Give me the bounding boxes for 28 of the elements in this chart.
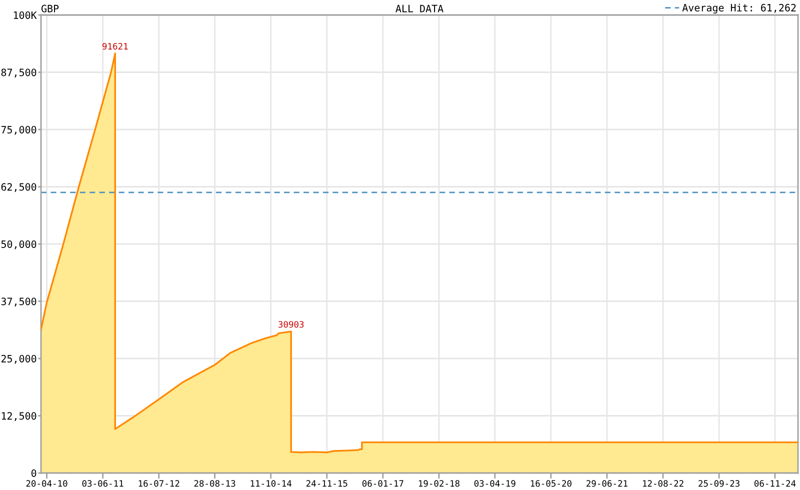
chart-subtitle: ALL DATA — [396, 4, 444, 12]
y-tick-label: 12,500 — [2, 412, 36, 421]
x-tick-label: 11-10-14 — [250, 480, 292, 487]
x-tick-label: 20-04-10 — [26, 480, 68, 487]
chart-title: GBP — [42, 4, 59, 12]
y-tick-label: 37,500 — [1, 298, 36, 306]
x-tick-label: 28-08-13 — [194, 480, 236, 487]
x-tick-label: 03-06-11 — [82, 480, 124, 487]
y-tick-label: 100K — [14, 11, 37, 19]
y-tick-label: 25,000 — [1, 354, 36, 364]
y-tick-label: 0 — [31, 469, 36, 477]
x-tick-label: 16-07-12 — [138, 480, 180, 487]
x-tick-label: 12-08-22 — [642, 480, 684, 487]
legend-label: Average Hit: 61,262 — [682, 4, 796, 14]
annotation: 30903 — [278, 321, 304, 328]
x-tick-label: 06-11-24 — [754, 480, 796, 487]
x-tick-label: 06-01-17 — [362, 480, 404, 487]
x-tick-label: 25-09-23 — [698, 480, 740, 487]
x-tick-label: 03-04-19 — [474, 480, 516, 487]
x-tick-label: 29-06-21 — [586, 480, 628, 487]
x-tick-label: 24-11-15 — [306, 480, 348, 487]
y-tick-label: 50,000 — [1, 240, 36, 250]
x-tick-label: 19-02-18 — [418, 480, 460, 487]
y-tick-label: 62,500 — [1, 183, 36, 192]
x-tick-label: 16-05-20 — [530, 480, 572, 487]
y-tick-label: 87,500 — [1, 68, 36, 78]
y-tick-label: 75,000 — [1, 126, 36, 135]
annotation: 91621 — [102, 42, 128, 50]
